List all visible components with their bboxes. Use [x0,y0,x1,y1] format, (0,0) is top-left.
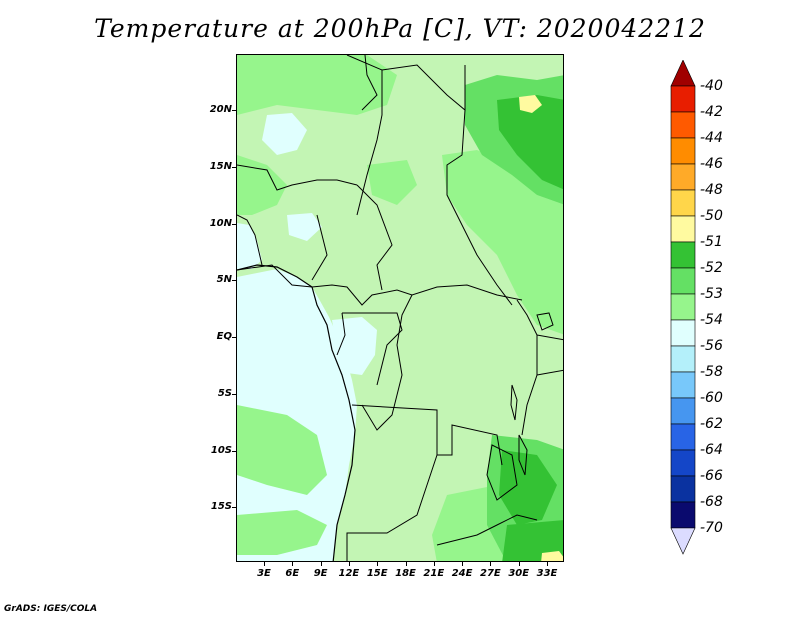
longitude-tick [377,562,379,566]
longitude-label: 24E [451,568,473,579]
field-region-cyan-north [262,113,307,155]
colorbar-label: -68 [700,494,723,510]
longitude-tick [490,562,492,566]
colorbar-label: -60 [700,390,723,406]
latitude-tick [232,223,236,225]
colorbar-segment [670,423,696,451]
field-region-green-east [442,150,563,335]
field-region-green-west [237,155,287,215]
longitude-tick [518,562,520,566]
longitude-label: 30E [508,568,530,579]
field-region-darkgreen-ne2 [497,95,563,190]
colorbar-label: -44 [700,130,723,146]
map-title: Temperature at 200hPa [C], VT: 202004221… [94,14,706,43]
field-region-yellow-se [541,551,563,561]
longitude-tick [292,562,294,566]
longitude-label: 21E [423,568,445,579]
field-region-cyan-gulf [237,223,262,269]
longitude-label: 18E [395,568,416,579]
colorbar-segment [670,267,696,295]
colorbar-segment [670,189,696,217]
colorbar-top-triangle [670,60,696,87]
longitude-tick [462,562,464,566]
latitude-label: 5S [217,387,232,399]
longitude-label: 9E [313,568,328,579]
field-region-cyan-central [332,317,377,375]
latitude-tick [232,393,236,395]
longitude-tick [547,562,548,566]
colorbar-segment [670,85,696,113]
colorbar-segment [670,137,696,165]
colorbar-label: -46 [700,156,723,172]
longitude-tick [348,562,350,566]
longitude-label: 15E [366,568,388,579]
colorbar-label: -54 [700,312,723,328]
latitude-label: 10N [209,217,232,229]
colorbar-segment [670,371,696,399]
country-borders [237,55,563,561]
colorbar-label: -58 [700,364,723,380]
latitude-tick [232,450,236,452]
colorbar-segment [670,111,696,139]
longitude-label: 12E [338,568,360,579]
colorbar-label: -48 [700,182,723,198]
colorbar-label: -52 [700,260,723,276]
footer-credit: GrADS: IGES/COLA [4,604,98,614]
field-region-green-sw [237,405,327,495]
field-region-darkgreen-sse [502,520,563,561]
longitude-tick [405,562,407,566]
latitude-tick [232,337,236,338]
field-region-green-nw [237,55,397,115]
latitude-tick [232,507,236,509]
latitude-label: 5N [216,274,232,286]
coastline [237,264,356,561]
field-region-darkgreen-se2 [499,450,557,525]
longitude-tick [320,562,322,566]
latitude-label: 15S [210,501,232,513]
colorbar-label: -70 [700,520,723,536]
field-region-cyan-ocean [237,269,357,561]
colorbar-label: -40 [700,78,723,94]
longitude-tick [264,562,265,566]
colorbar-segment [670,293,696,321]
field-region-green-mid [367,160,417,205]
latitude-tick [232,110,236,111]
temperature-field-map [237,55,563,561]
field-region-cyan-small [287,213,322,241]
colorbar-segment [670,163,696,191]
colorbar-segment [670,501,696,529]
colorbar-segment [670,345,696,373]
longitude-label: 27E [480,568,501,579]
longitude-tick [433,562,435,566]
colorbar-segment [670,319,696,347]
colorbar-label: -42 [700,104,723,120]
colorbar-label: -66 [700,468,723,484]
colorbar-label: -64 [700,442,723,458]
field-region-green-s [237,510,327,555]
latitude-label: 15N [209,160,232,172]
colorbar-label: -53 [700,286,723,302]
map-frame [236,54,564,562]
latitude-label: EQ [216,331,232,342]
colorbar-label: -50 [700,208,723,224]
colorbar-bottom-triangle [670,527,696,555]
latitude-tick [232,280,236,282]
latitude-label: 10S [210,444,232,456]
colorbar-segment [670,449,696,477]
colorbar-segment [670,475,696,503]
field-region-yellow-ne [519,95,542,113]
colorbar-label: -62 [700,416,723,432]
longitude-label: 33E [536,568,558,579]
latitude-label: 20N [209,104,232,115]
colorbar-label: -56 [700,338,723,354]
lakes [510,312,554,476]
colorbar-segment [670,241,696,269]
latitude-tick [232,166,236,168]
colorbar-label: -51 [700,234,723,250]
longitude-label: 3E [257,568,271,579]
colorbar-segment [670,215,696,243]
colorbar [670,60,696,555]
colorbar-segment [670,397,696,425]
longitude-label: 6E [285,568,300,579]
